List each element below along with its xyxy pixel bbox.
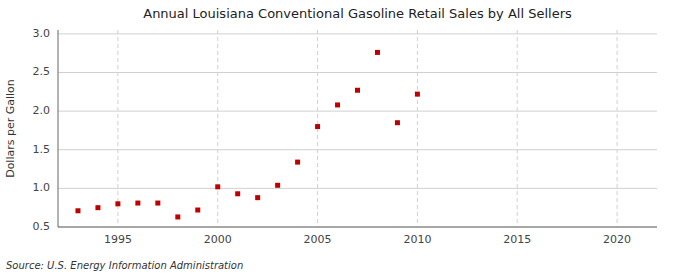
grid xyxy=(58,30,657,227)
point xyxy=(395,120,400,125)
point xyxy=(315,124,320,129)
x-tick-label: 2010 xyxy=(403,233,431,246)
y-tick-label: 2.0 xyxy=(33,104,51,117)
y-grid-line xyxy=(58,72,657,73)
point xyxy=(135,201,140,206)
x-tick-label: 2005 xyxy=(304,233,332,246)
point xyxy=(155,201,160,206)
x-tick-label: 2000 xyxy=(204,233,232,246)
x-tick-label: 1995 xyxy=(104,233,132,246)
y-tick-label: 1.5 xyxy=(33,143,51,156)
point xyxy=(115,201,120,206)
point xyxy=(415,92,420,97)
point xyxy=(95,205,100,210)
y-tick-label: 2.5 xyxy=(33,65,51,78)
point xyxy=(175,214,180,219)
y-grid-line xyxy=(58,33,657,34)
y-tick-label: 3.0 xyxy=(33,27,51,40)
y-tick-label: 0.5 xyxy=(33,220,51,233)
point xyxy=(335,102,340,107)
chart: 0.5 1.0 1.5 2.0 2.5 3.0 1995 2000 2005 2010 2015 20… xyxy=(0,0,675,275)
point xyxy=(375,50,380,55)
x-grid-line xyxy=(517,30,518,227)
y-grid-line xyxy=(58,149,657,150)
title: Annual Louisiana Conventional Gasoline R… xyxy=(143,6,572,21)
background xyxy=(0,0,675,275)
x-grid-line xyxy=(617,30,618,227)
x-tick-label: 2020 xyxy=(603,233,631,246)
y-axis-label: Dollars per Gallon xyxy=(4,79,17,178)
x-axis-line xyxy=(58,227,657,228)
y-grid-line xyxy=(58,188,657,189)
point xyxy=(75,208,80,213)
point xyxy=(195,208,200,213)
x-grid-line xyxy=(417,30,418,227)
y-axis-line xyxy=(58,30,59,227)
point xyxy=(355,88,360,93)
point xyxy=(275,183,280,188)
point xyxy=(235,191,240,196)
point xyxy=(215,184,220,189)
y-grid-line xyxy=(58,227,657,228)
y-grid-line xyxy=(58,111,657,112)
source-note: Source: U.S. Energy Information Administ… xyxy=(6,260,243,271)
y-tick-label: 1.0 xyxy=(33,181,51,194)
x-tick-label: 2015 xyxy=(503,233,531,246)
x-grid-line xyxy=(217,30,218,227)
x-grid-line xyxy=(117,30,118,227)
point xyxy=(255,195,260,200)
points xyxy=(75,50,419,220)
point xyxy=(295,160,300,165)
